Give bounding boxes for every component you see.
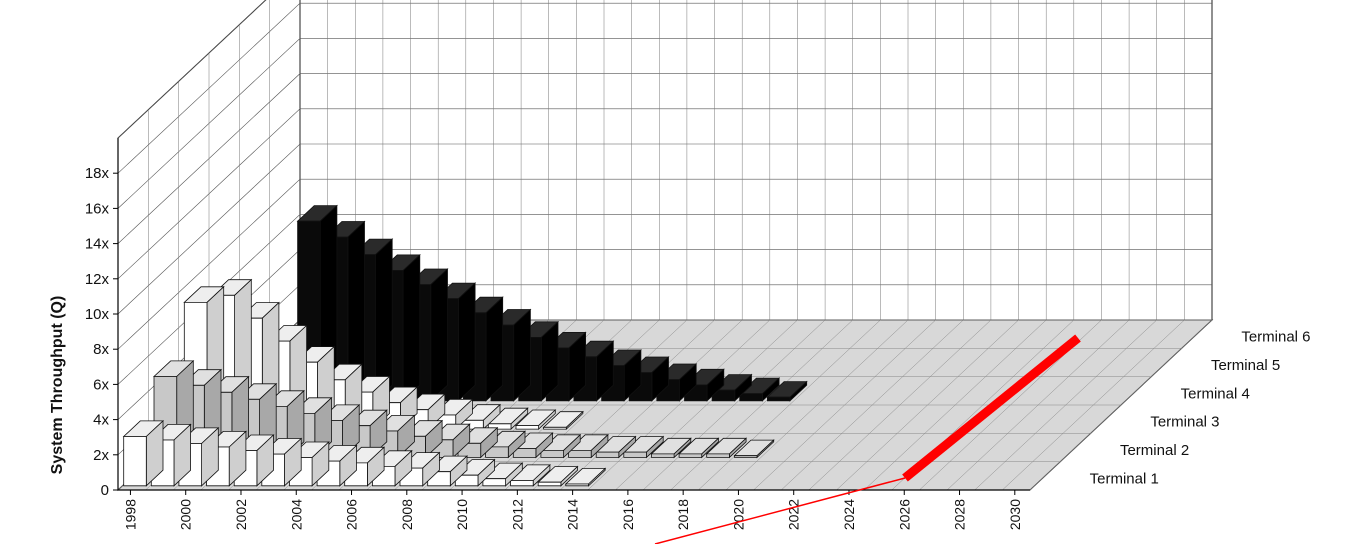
bar bbox=[622, 435, 665, 459]
bar-front bbox=[739, 393, 763, 402]
y-tick-label: 8x bbox=[93, 341, 109, 358]
y-tick-label: 2x bbox=[93, 447, 109, 464]
bar-front bbox=[510, 480, 534, 487]
series-label: Terminal 2 bbox=[1120, 442, 1189, 459]
bar-front bbox=[706, 453, 730, 458]
series-label: Terminal 6 bbox=[1241, 329, 1310, 346]
bar bbox=[542, 410, 584, 431]
y-tick-label: 4x bbox=[93, 412, 109, 429]
bar-front bbox=[565, 483, 589, 487]
series-label: Terminal 4 bbox=[1181, 385, 1250, 402]
y-axis-label: System Throughput (Q) bbox=[49, 296, 66, 475]
bar bbox=[512, 432, 554, 459]
x-tick-label: 2004 bbox=[288, 499, 304, 530]
x-tick-label: 2012 bbox=[509, 499, 525, 530]
bar-side bbox=[402, 253, 421, 402]
series-label: Terminal 1 bbox=[1090, 470, 1159, 487]
bar bbox=[733, 439, 775, 459]
x-tick-label: 2018 bbox=[675, 499, 691, 530]
x-tick-label: 2020 bbox=[730, 499, 746, 530]
bar-front bbox=[767, 396, 791, 402]
bar bbox=[122, 419, 165, 487]
series-label: Terminal 3 bbox=[1150, 414, 1219, 431]
bar-side bbox=[457, 282, 476, 402]
x-tick-label: 2028 bbox=[952, 499, 968, 530]
series-label: Terminal 5 bbox=[1211, 357, 1280, 374]
y-tick-label: 12x bbox=[85, 271, 110, 288]
bar-front bbox=[568, 449, 592, 458]
bar bbox=[595, 435, 637, 459]
bar bbox=[537, 465, 579, 487]
bar bbox=[705, 437, 748, 459]
x-tick-label: 2030 bbox=[1007, 499, 1023, 530]
y-tick-label: 14x bbox=[85, 236, 110, 253]
bar-front bbox=[123, 436, 147, 487]
series-labels: Terminal 1 Terminal 2 Terminal 3 Terminal 4… bbox=[1090, 329, 1311, 488]
bar-front bbox=[651, 453, 675, 458]
x-tick-label: 1998 bbox=[122, 499, 138, 530]
bar-front bbox=[734, 455, 758, 458]
x-tick-label: 2022 bbox=[786, 499, 802, 530]
bar-front bbox=[543, 426, 567, 430]
x-tick-label: 2006 bbox=[344, 499, 360, 530]
x-tick-label: 2026 bbox=[896, 499, 912, 530]
y-tick-label: 18x bbox=[85, 165, 110, 182]
bar bbox=[564, 467, 607, 487]
y-tick-label: 0 bbox=[101, 482, 109, 499]
bar bbox=[766, 380, 808, 402]
bar-front bbox=[537, 481, 562, 487]
y-tick-label: 16x bbox=[85, 200, 110, 217]
bar-side bbox=[513, 308, 531, 402]
bar-front bbox=[623, 451, 647, 458]
x-tick-label: 2008 bbox=[399, 499, 415, 530]
x-tick-label: 2002 bbox=[233, 499, 249, 530]
x-tick-label: 2014 bbox=[565, 499, 581, 530]
x-tick-label: 2000 bbox=[178, 499, 194, 530]
bar bbox=[514, 409, 557, 431]
bar bbox=[481, 462, 524, 487]
bar bbox=[650, 437, 692, 459]
bar-front bbox=[595, 451, 620, 458]
x-tick-label: 2010 bbox=[454, 499, 470, 530]
x-tick-label: 2024 bbox=[841, 499, 857, 530]
bar-front bbox=[515, 425, 539, 430]
x-axis-ticks: 1998 2000 2002 2004 2006 2008 2010 2012 2014 2016… bbox=[122, 490, 1023, 530]
bar bbox=[459, 403, 502, 431]
bar-side bbox=[430, 268, 448, 402]
chart-bars bbox=[122, 204, 808, 487]
y-axis-ticks: 0 2x 4x 6x 8x 10x 12x 14x 16x 18x bbox=[85, 165, 118, 499]
bar bbox=[678, 437, 720, 459]
y-tick-label: 6x bbox=[93, 376, 109, 393]
x-tick-label: 2016 bbox=[620, 499, 636, 530]
arrow-thin-segment bbox=[654, 477, 906, 544]
bar-front bbox=[678, 453, 703, 458]
arrow-thick-segment bbox=[902, 334, 1081, 482]
red-arrow-annotation bbox=[654, 334, 1081, 544]
bar bbox=[509, 463, 551, 487]
y-tick-label: 10x bbox=[85, 306, 110, 323]
bar-side bbox=[485, 296, 504, 402]
chart-walls bbox=[117, 0, 1213, 492]
bar-front bbox=[540, 449, 564, 458]
bar-front bbox=[482, 478, 507, 487]
